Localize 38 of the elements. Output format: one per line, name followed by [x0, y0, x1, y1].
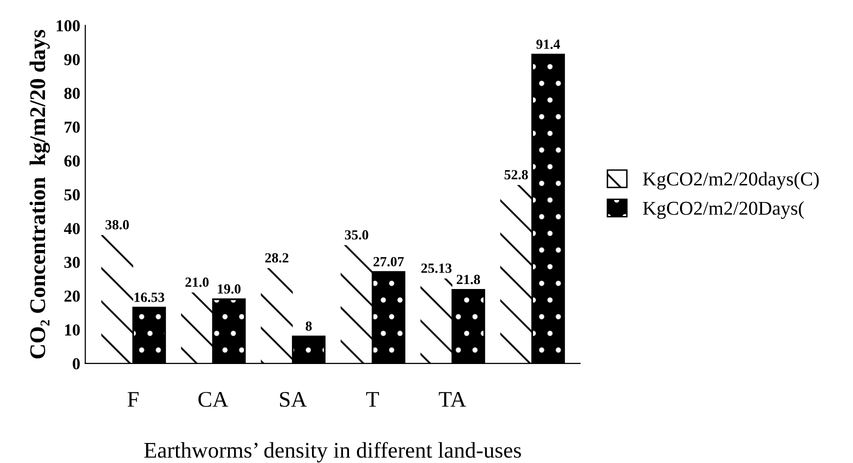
data-label: 52.8	[504, 170, 528, 180]
y-tick-label: 70	[64, 122, 80, 133]
data-label: 28.2	[265, 253, 288, 263]
bar	[260, 268, 293, 364]
data-label: 38.0	[106, 220, 129, 230]
data-label: 16.53	[134, 292, 164, 302]
x-tick-label: F	[128, 392, 139, 407]
x-tick-label: TA	[438, 392, 466, 407]
y-tick-label: 20	[64, 290, 80, 302]
bar	[181, 292, 213, 364]
y-tick-label: 50	[64, 189, 80, 200]
y-tick-label: 0	[72, 358, 80, 370]
x-tick-label: CA	[198, 392, 228, 407]
x-tick-label: T	[366, 392, 379, 407]
y-tick-label: 90	[64, 54, 80, 66]
y-tick-label: 80	[64, 88, 80, 100]
legend-label: KgCO2/m2/20Days(	[642, 201, 804, 219]
data-label: 21.8	[456, 274, 480, 284]
data-label: 19.0	[218, 284, 241, 294]
data-label: 8	[306, 321, 312, 331]
legend-label: KgCO2/m2/20days(C)	[642, 172, 819, 190]
y-tick-label: 40	[64, 222, 80, 234]
x-axis-title: Earthworms’ density in different land-uses	[144, 442, 521, 462]
data-label: 35.0	[344, 230, 368, 240]
y-tick-label: 30	[64, 256, 80, 268]
y-tick-label: 100	[56, 20, 80, 32]
data-label: 91.4	[536, 40, 560, 49]
y-axis-title: CO₂ Concentration kg/m2/20 days	[30, 30, 50, 358]
bar	[500, 184, 532, 364]
y-tick-label: 60	[64, 155, 80, 167]
y-tick-label: 10	[65, 324, 80, 336]
bar	[101, 235, 134, 364]
data-label: 27.07	[373, 256, 404, 266]
data-label: 21.0	[185, 278, 209, 287]
data-label: 25.13	[421, 264, 452, 273]
x-tick-label: SA	[280, 392, 307, 407]
bar	[340, 245, 373, 364]
bar	[420, 278, 452, 364]
